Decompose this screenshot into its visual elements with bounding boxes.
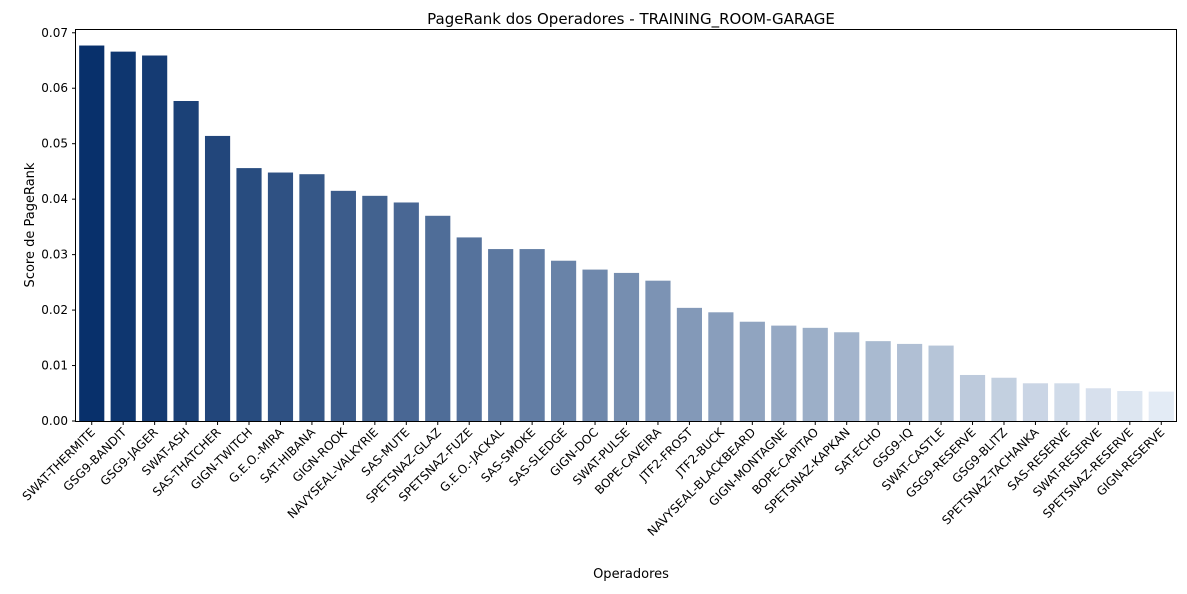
x-axis: SWAT-THERMITEGSG9-BANDITGSG9-JAGERSWAT-A… xyxy=(20,421,1167,539)
bar xyxy=(330,190,356,421)
bars xyxy=(79,45,1174,422)
bar xyxy=(488,249,514,421)
bar xyxy=(79,45,105,421)
bar xyxy=(897,343,923,421)
bar xyxy=(802,327,828,421)
y-axis: 0.00 0.01 0.02 0.03 0.04 0.05 0.06 0.07 xyxy=(41,26,76,428)
bar xyxy=(393,202,419,421)
bar xyxy=(425,215,451,421)
chart-title: PageRank dos Operadores - TRAINING_ROOM-… xyxy=(427,10,835,29)
bar xyxy=(865,341,891,421)
bar xyxy=(928,345,954,421)
bar xyxy=(173,100,199,422)
y-tick-label: 0.03 xyxy=(41,248,68,262)
bar xyxy=(362,195,388,421)
bar xyxy=(645,280,671,421)
bar xyxy=(708,312,734,421)
bar xyxy=(1117,391,1143,421)
bar xyxy=(1054,383,1080,421)
bar xyxy=(959,374,986,421)
bar xyxy=(1085,388,1111,421)
bar xyxy=(834,332,860,421)
bar xyxy=(1148,391,1174,421)
bar xyxy=(991,377,1017,421)
bar xyxy=(519,249,545,421)
bar xyxy=(739,321,765,421)
bar xyxy=(204,135,231,421)
bar xyxy=(676,307,702,421)
y-tick-label: 0.07 xyxy=(41,26,68,40)
x-axis-label: Operadores xyxy=(593,567,669,582)
bar xyxy=(613,272,640,421)
y-tick-label: 0.06 xyxy=(41,81,68,95)
bar xyxy=(110,51,136,421)
bar xyxy=(551,260,577,421)
bar xyxy=(267,172,294,421)
bar xyxy=(582,269,608,421)
y-tick-label: 0.05 xyxy=(41,137,68,151)
bar xyxy=(236,168,262,421)
y-tick-label: 0.02 xyxy=(41,303,68,317)
bar xyxy=(771,325,797,421)
plot-frame xyxy=(75,29,1177,422)
y-tick-label: 0.00 xyxy=(41,414,68,428)
y-axis-label: Score de PageRank xyxy=(23,162,38,287)
y-tick-label: 0.01 xyxy=(41,359,68,373)
bar xyxy=(456,237,482,421)
bar xyxy=(1022,383,1049,421)
bar xyxy=(299,174,325,421)
y-tick-label: 0.04 xyxy=(41,192,68,206)
bar xyxy=(142,55,168,421)
